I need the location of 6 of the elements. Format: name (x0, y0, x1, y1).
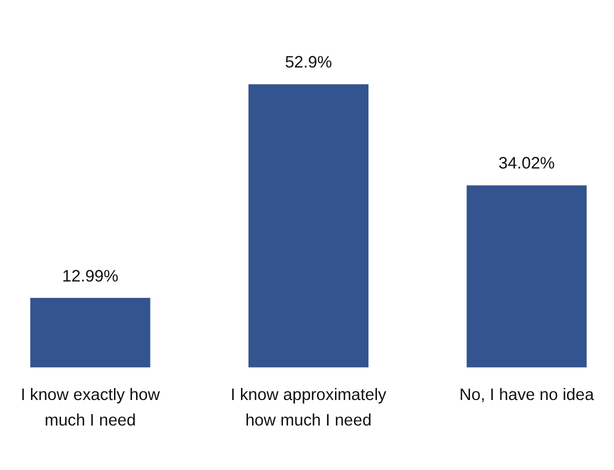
x-tick-label: I know exactly how much I need (20, 385, 161, 430)
data-label: 52.9% (284, 52, 332, 72)
x-tick-label: No, I have no idea (459, 385, 595, 404)
data-label: 34.02% (498, 154, 556, 173)
x-tick-label: I know approximately how much I need (230, 385, 388, 430)
data-label: 12.99% (62, 266, 119, 286)
